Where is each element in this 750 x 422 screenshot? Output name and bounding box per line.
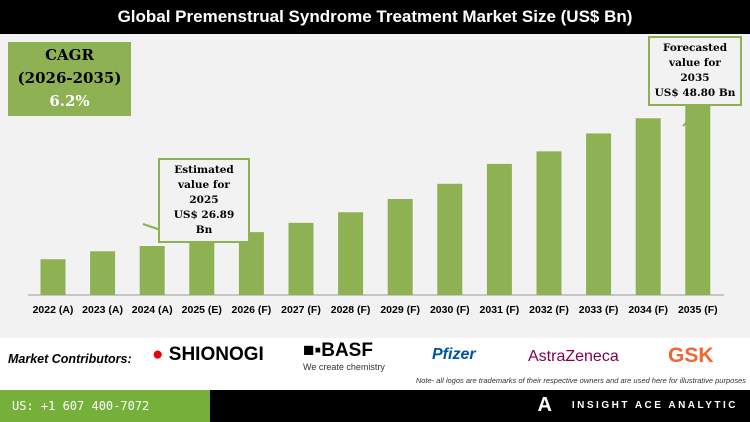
x-tick-label: 2034 (F) bbox=[628, 304, 668, 316]
bar-chart: 2022 (A) 2023 (A) 2024 (A) 2025 (E) 2026 (F)… bbox=[28, 93, 724, 316]
bar-2035 (F) bbox=[685, 95, 711, 295]
pfizer-logo: Pfizer bbox=[432, 346, 476, 363]
x-tick-label: 2035 (F) bbox=[678, 304, 718, 316]
x-tick-label: 2025 (E) bbox=[182, 304, 222, 316]
callout-line: Estimated bbox=[174, 164, 234, 176]
cagr-value: 6.2% bbox=[49, 92, 90, 110]
bar-2024 (A) bbox=[139, 246, 165, 295]
phone-number: US: +1 607 400-7072 bbox=[0, 390, 210, 422]
market-contributors: Market Contributors: ● SHIONOGI ■▪BASF W… bbox=[0, 338, 750, 390]
bar-2023 (A) bbox=[90, 251, 116, 295]
bar-2031 (F) bbox=[486, 163, 512, 295]
x-tick-label: 2030 (F) bbox=[430, 304, 470, 316]
bar-2028 (F) bbox=[338, 212, 364, 295]
x-tick-label: 2032 (F) bbox=[529, 304, 569, 316]
trademark-note: Note- all logos are trademarks of their … bbox=[415, 376, 746, 385]
cagr-period: (2026-2035) bbox=[17, 69, 122, 87]
shionogi-logo: ● SHIONOGI bbox=[152, 344, 264, 365]
contributors-label: Market Contributors: bbox=[8, 352, 132, 366]
bar-2022 (A) bbox=[40, 259, 66, 295]
bar-2030 (F) bbox=[437, 183, 463, 295]
chart-title: Global Premenstrual Syndrome Treatment M… bbox=[0, 0, 750, 34]
callout-forecast: Forecasted value for 2035 US$ 48.80 Bn bbox=[648, 36, 742, 106]
footer-brand-bar: A INSIGHT ACE ANALYTIC bbox=[210, 390, 750, 422]
cagr-label: CAGR bbox=[45, 46, 94, 64]
bar-2027 (F) bbox=[288, 222, 314, 295]
callout-line: US$ 48.80 Bn bbox=[654, 87, 736, 99]
basf-logo: ■▪BASF bbox=[303, 340, 373, 361]
x-tick-label: 2026 (F) bbox=[232, 304, 272, 316]
brand-name: INSIGHT ACE ANALYTIC bbox=[571, 400, 738, 411]
callout-estimated: Estimated value for 2025 US$ 26.89 Bn bbox=[158, 158, 250, 243]
cagr-box: CAGR (2026-2035) 6.2% bbox=[8, 42, 131, 116]
x-tick-label: 2028 (F) bbox=[331, 304, 371, 316]
basf-tagline: We create chemistry bbox=[303, 362, 385, 372]
x-tick-label: 2027 (F) bbox=[281, 304, 321, 316]
gsk-logo: GSK bbox=[668, 344, 714, 367]
insight-ace-logo-icon: A bbox=[537, 394, 552, 416]
callout-line: value for 2035 bbox=[669, 57, 721, 84]
x-tick-label: 2031 (F) bbox=[480, 304, 520, 316]
astrazeneca-logo: AstraZeneca bbox=[528, 348, 619, 365]
bar-2034 (F) bbox=[635, 118, 661, 295]
callout-line: value for 2025 bbox=[178, 179, 230, 206]
bar-2029 (F) bbox=[387, 199, 413, 295]
bar-2032 (F) bbox=[536, 151, 562, 295]
x-tick-label: 2024 (A) bbox=[132, 304, 173, 316]
x-tick-label: 2033 (F) bbox=[579, 304, 619, 316]
x-tick-label: 2023 (A) bbox=[82, 304, 123, 316]
bar-2025 (E) bbox=[189, 240, 215, 295]
x-tick-label: 2022 (A) bbox=[33, 304, 74, 316]
callout-line: US$ 26.89 Bn bbox=[173, 209, 235, 236]
x-tick-label: 2029 (F) bbox=[380, 304, 420, 316]
callout-line: Forecasted bbox=[662, 42, 728, 54]
bar-2033 (F) bbox=[586, 133, 612, 295]
